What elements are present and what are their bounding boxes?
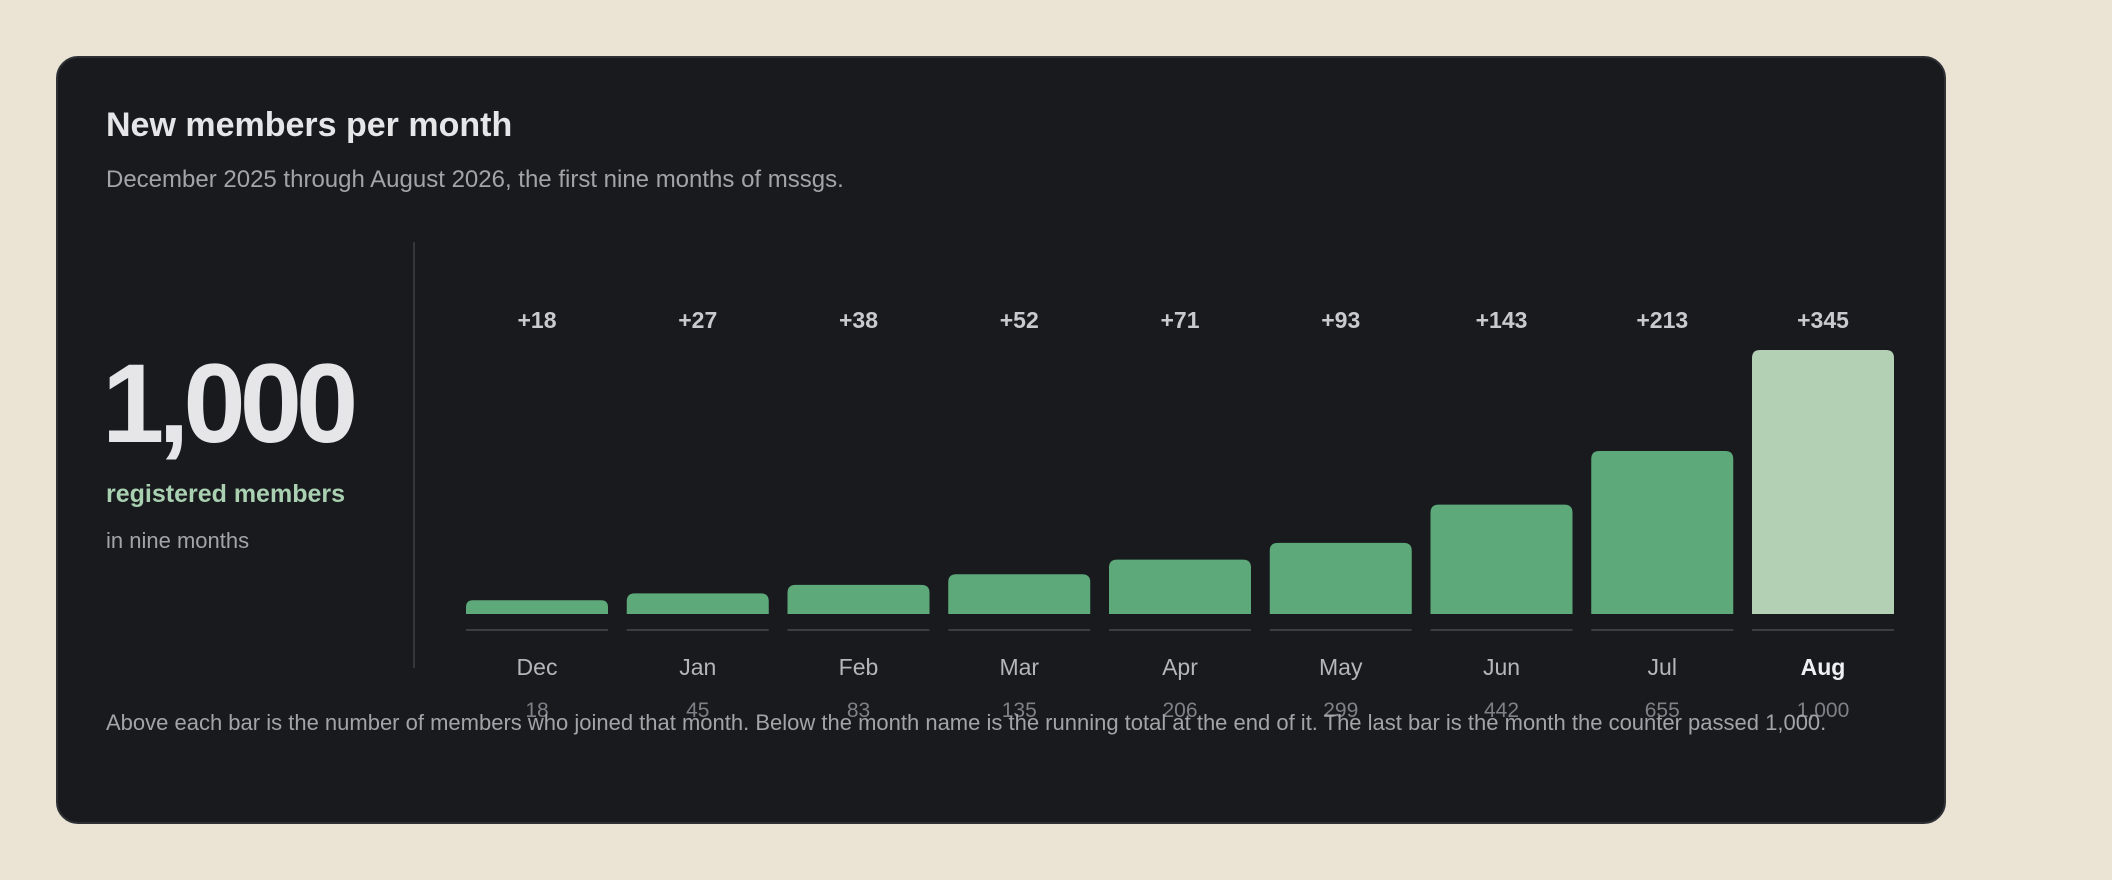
bar-may	[1269, 542, 1412, 614]
running-total-label: 18	[525, 699, 548, 722]
bar-chart: +18 Dec 18 +27 Jan 45 +38 Feb 83 +52 Mar 135 +71 Apr 2…	[466, 307, 1894, 722]
bar-jul	[1591, 451, 1734, 614]
running-total-label: 299	[1323, 699, 1358, 722]
running-total-label: 45	[686, 699, 709, 722]
bar-baseline	[1109, 629, 1251, 631]
bar-baseline	[787, 629, 930, 631]
chart-footnote: Above each bar is the number of members …	[106, 710, 1827, 735]
bar-baseline	[1430, 629, 1573, 631]
bar-dec	[466, 600, 608, 614]
month-label: Feb	[839, 654, 879, 680]
month-label: Apr	[1162, 654, 1198, 680]
value-label: +93	[1321, 307, 1360, 333]
bar-baseline	[1269, 629, 1412, 631]
bar-mar	[948, 574, 1091, 614]
chart-card: New members per month December 2025 thro…	[56, 56, 1946, 824]
month-label: Dec	[517, 654, 558, 680]
running-total-label: 206	[1162, 699, 1197, 722]
bar-baseline	[1752, 629, 1894, 631]
value-label: +27	[678, 307, 717, 333]
value-label: +213	[1636, 307, 1688, 333]
month-label: Mar	[999, 654, 1039, 680]
bar-feb	[787, 584, 930, 614]
value-label: +143	[1476, 307, 1528, 333]
running-total-label: 135	[1002, 699, 1037, 722]
month-label: Aug	[1801, 654, 1846, 680]
running-total-label: 83	[847, 699, 870, 722]
bar-baseline	[626, 629, 769, 631]
summary-divider	[413, 242, 415, 668]
value-label: +18	[517, 307, 556, 333]
month-label: Jul	[1648, 654, 1677, 680]
total-members-sublabel: in nine months	[106, 528, 250, 553]
chart-title: New members per month	[106, 106, 513, 144]
bar-apr	[1109, 559, 1251, 614]
running-total-label: 442	[1484, 699, 1519, 722]
bar-aug	[1752, 350, 1894, 614]
bar-baseline	[466, 629, 608, 631]
bar-jan	[626, 593, 769, 614]
chart-subtitle: December 2025 through August 2026, the f…	[106, 166, 844, 193]
value-label: +52	[1000, 307, 1039, 333]
bar-baseline	[948, 629, 1091, 631]
total-members-label: registered members	[106, 480, 346, 508]
bar-jun	[1430, 504, 1573, 614]
value-label: +38	[839, 307, 878, 333]
running-total-label: 655	[1645, 699, 1680, 722]
total-members-value: 1,000	[102, 341, 358, 466]
month-label: May	[1319, 654, 1363, 680]
value-label: +345	[1797, 307, 1849, 333]
running-total-label: 1,000	[1797, 699, 1850, 722]
month-label: Jun	[1483, 654, 1520, 680]
month-label: Jan	[679, 654, 716, 680]
value-label: +71	[1160, 307, 1199, 333]
bar-baseline	[1591, 629, 1734, 631]
